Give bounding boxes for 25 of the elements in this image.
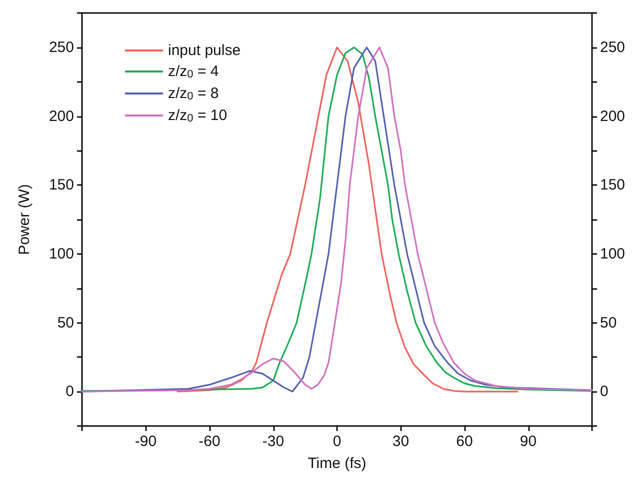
y-tick-label: 50 bbox=[57, 314, 74, 332]
legend-label: z/z0 = 10 bbox=[168, 107, 228, 124]
y2-tick-label: 50 bbox=[600, 314, 617, 332]
x-tick-label: 30 bbox=[392, 433, 410, 450]
y2-tick-label: 250 bbox=[600, 38, 626, 56]
y2-tick-label: 200 bbox=[600, 108, 626, 125]
x-tick-label: -30 bbox=[262, 433, 284, 450]
y-tick-label: 200 bbox=[48, 108, 74, 125]
y-axis-title: Power (W) bbox=[16, 184, 33, 255]
x-tick-label: -60 bbox=[198, 433, 220, 450]
x-tick-label: 0 bbox=[332, 433, 342, 450]
y2-tick-label: 150 bbox=[600, 176, 626, 194]
legend-label: z/z0 = 4 bbox=[168, 63, 219, 80]
y-tick-label: 100 bbox=[48, 245, 74, 262]
legend-label: input pulse bbox=[168, 42, 241, 59]
x-tick-label: -90 bbox=[134, 433, 157, 450]
y2-tick-label: 0 bbox=[600, 383, 608, 400]
x-tick-label: 60 bbox=[456, 433, 473, 450]
y2-tick-label: 100 bbox=[600, 245, 626, 262]
y-tick-label: 150 bbox=[48, 176, 74, 194]
y-tick-label: 0 bbox=[66, 383, 74, 400]
x-axis-title: Time (fs) bbox=[308, 455, 366, 472]
legend-label: z/z0 = 8 bbox=[168, 85, 219, 102]
y-tick-label: 250 bbox=[48, 38, 74, 56]
x-tick-label: 90 bbox=[520, 433, 537, 450]
